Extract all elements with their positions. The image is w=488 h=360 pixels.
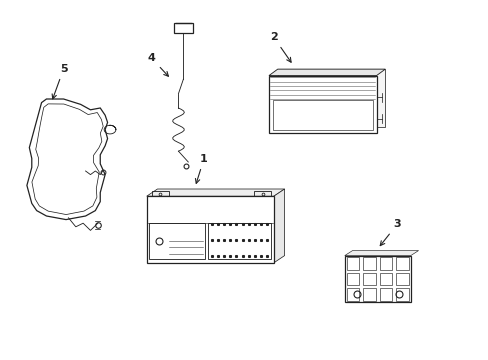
Bar <box>254 191 271 196</box>
Text: 1: 1 <box>195 154 207 183</box>
Bar <box>268 76 376 133</box>
Polygon shape <box>268 69 385 76</box>
Bar <box>379 257 391 270</box>
Bar <box>346 288 359 301</box>
Polygon shape <box>344 251 418 256</box>
Bar <box>151 191 168 196</box>
Bar <box>277 69 385 127</box>
Bar <box>346 273 359 285</box>
Bar <box>363 273 375 285</box>
Bar <box>395 257 408 270</box>
Bar <box>149 222 204 259</box>
Bar <box>363 257 375 270</box>
Bar <box>363 288 375 301</box>
Bar <box>344 256 410 302</box>
Text: 4: 4 <box>147 53 168 76</box>
Bar <box>207 222 271 259</box>
Bar <box>272 100 372 130</box>
Bar <box>346 257 359 270</box>
Text: 3: 3 <box>380 219 400 246</box>
Bar <box>395 273 408 285</box>
Bar <box>146 196 273 263</box>
Polygon shape <box>146 189 284 196</box>
Bar <box>174 23 192 33</box>
Text: 5: 5 <box>52 64 67 99</box>
Bar <box>379 273 391 285</box>
Polygon shape <box>273 189 284 263</box>
Bar <box>379 288 391 301</box>
Bar <box>395 288 408 301</box>
Text: 2: 2 <box>269 32 290 62</box>
